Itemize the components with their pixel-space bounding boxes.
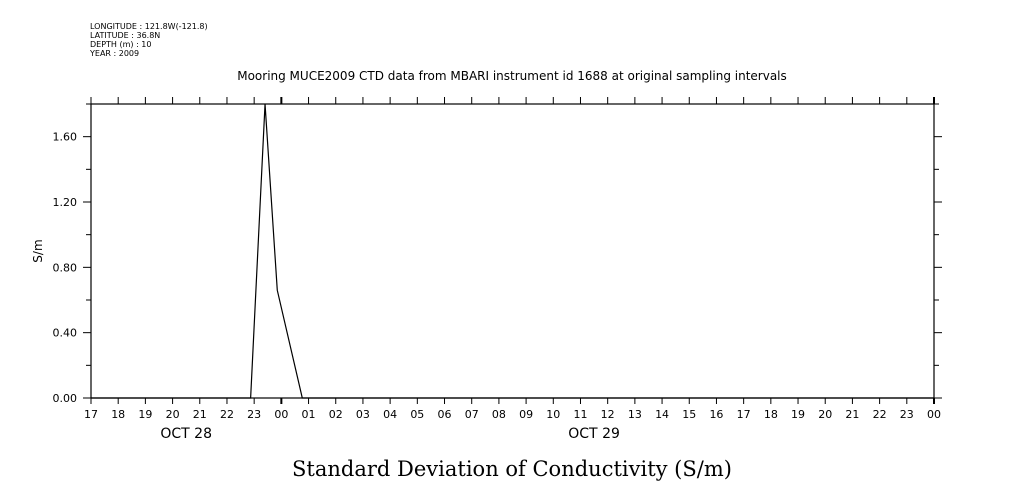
y-axis-label: S/m	[31, 239, 45, 262]
x-tick-label: 12	[601, 408, 615, 421]
x-tick-label: 23	[247, 408, 261, 421]
header-longitude: LONGITUDE : 121.8W(-121.8)	[90, 22, 208, 31]
x-tick-label: 13	[628, 408, 642, 421]
date-label: OCT 28	[160, 426, 212, 442]
x-tick-label: 19	[138, 408, 152, 421]
plot-frame	[90, 103, 935, 399]
x-tick-label: 21	[845, 408, 859, 421]
x-tick-label: 23	[900, 408, 914, 421]
x-tick-label: 03	[356, 408, 370, 421]
x-axis-label: Standard Deviation of Conductivity (S/m)	[292, 457, 732, 481]
y-tick-label: 0.40	[53, 327, 78, 340]
x-tick-label: 11	[573, 408, 587, 421]
x-tick-label: 18	[764, 408, 778, 421]
x-tick-label: 00	[274, 408, 288, 421]
x-tick-label: 15	[682, 408, 696, 421]
y-tick-label: 1.60	[53, 131, 78, 144]
x-tick-label: 22	[873, 408, 887, 421]
x-tick-label: 17	[84, 408, 98, 421]
x-tick-label: 02	[329, 408, 343, 421]
x-tick-label: 19	[791, 408, 805, 421]
x-tick-label: 08	[492, 408, 506, 421]
x-tick-label: 20	[818, 408, 832, 421]
x-tick-label: 14	[655, 408, 669, 421]
x-tick-label: 22	[220, 408, 234, 421]
x-tick-label: 09	[519, 408, 533, 421]
x-tick-label: 05	[410, 408, 424, 421]
x-tick-label: 07	[465, 408, 479, 421]
x-tick-label: 16	[709, 408, 723, 421]
date-label: OCT 29	[568, 426, 620, 442]
x-tick-label: 06	[438, 408, 452, 421]
x-tick-label: 18	[111, 408, 125, 421]
x-tick-label: 01	[302, 408, 316, 421]
x-tick-label: 10	[546, 408, 560, 421]
x-tick-label: 21	[193, 408, 207, 421]
header-depth: DEPTH (m) : 10	[90, 40, 152, 49]
chart-title: Mooring MUCE2009 CTD data from MBARI ins…	[237, 69, 787, 83]
series-line	[91, 103, 934, 399]
y-tick-label: 0.00	[53, 392, 78, 405]
y-tick-label: 0.80	[53, 261, 78, 274]
x-tick-label: 00	[927, 408, 941, 421]
x-tick-label: 04	[383, 408, 397, 421]
x-tick-label: 20	[166, 408, 180, 421]
x-tick-label: 17	[737, 408, 751, 421]
header-year: YEAR : 2009	[90, 49, 140, 58]
y-tick-label: 1.20	[53, 196, 78, 209]
header-latitude: LATITUDE : 36.8N	[90, 31, 161, 40]
